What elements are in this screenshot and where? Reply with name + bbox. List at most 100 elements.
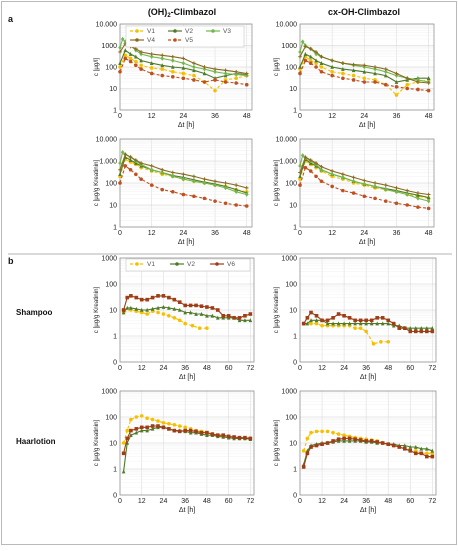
legend-marker: [135, 29, 139, 33]
chart-b2: 0 12 24 36 48 60 72 0 1 10 100 1000 c [µg/g Kreatini…: [273, 256, 437, 381]
data-point: [426, 198, 431, 204]
data-point: [243, 318, 247, 323]
data-point: [125, 428, 130, 433]
data-point: [303, 165, 308, 170]
y-axis-label: c [µg/g Kreatinin]: [273, 286, 280, 333]
y-tick-label: 1: [293, 225, 297, 232]
legend-a: V1 V2 V3 V4 V5: [125, 25, 245, 48]
x-tick-label: 0: [298, 230, 302, 237]
data-point: [402, 443, 407, 448]
data-point: [221, 313, 226, 318]
data-point: [351, 78, 356, 82]
x-tick-label: 36: [393, 113, 401, 120]
panel-label-b: b: [8, 256, 14, 266]
y-axis-label: c [µg/g Kreatinin]: [93, 419, 100, 466]
data-point: [177, 429, 182, 434]
x-tick-label: 36: [211, 230, 219, 237]
data-point: [125, 436, 130, 441]
data-point: [167, 305, 171, 310]
data-point: [149, 183, 154, 187]
row-label-shampoo: Shampoo: [16, 308, 53, 317]
data-point: [391, 323, 396, 328]
x-tick-label: 12: [328, 113, 336, 120]
data-point: [408, 444, 413, 449]
data-point: [128, 51, 133, 56]
data-point: [325, 441, 330, 445]
data-point: [408, 329, 413, 334]
data-point: [373, 80, 377, 84]
y-tick-label: 0: [293, 360, 297, 367]
data-point: [330, 171, 334, 177]
data-point: [336, 312, 341, 316]
data-point: [172, 297, 177, 302]
data-point: [190, 323, 195, 328]
data-point: [156, 419, 160, 423]
data-point: [118, 65, 122, 69]
data-point: [118, 45, 122, 50]
data-point: [172, 428, 177, 433]
data-point: [353, 437, 357, 442]
y-tick-label: 1000: [281, 256, 297, 263]
data-point: [383, 199, 388, 203]
data-point: [237, 316, 242, 320]
data-point: [383, 73, 388, 78]
data-point: [351, 178, 356, 184]
data-point: [383, 187, 388, 192]
data-point: [237, 318, 242, 323]
y-axis-label: c [µg/l]: [273, 58, 280, 77]
data-point: [301, 321, 306, 326]
data-point: [430, 325, 435, 330]
data-point: [129, 294, 133, 298]
data-point: [301, 449, 306, 453]
data-point: [150, 306, 155, 311]
data-point: [347, 316, 352, 320]
chart-a4: 0 12 24 36 48 1 10 100 1.000 10.000 c [µg/g Kreati…: [273, 137, 435, 246]
data-point: [192, 78, 196, 82]
data-point: [347, 438, 352, 443]
series-V4: [118, 152, 249, 190]
data-point: [128, 59, 133, 64]
data-point: [416, 87, 420, 92]
legend-b: V1 V2 V6: [125, 258, 251, 272]
data-point: [156, 294, 160, 298]
data-point: [234, 203, 238, 207]
data-point: [330, 73, 334, 78]
data-point: [134, 430, 139, 435]
data-point: [309, 318, 313, 323]
y-tick-label: 10: [289, 203, 297, 210]
data-point: [353, 318, 357, 323]
data-point: [121, 308, 126, 312]
data-point: [160, 56, 165, 61]
data-point: [375, 316, 379, 320]
data-point: [371, 342, 376, 346]
data-point: [134, 415, 139, 419]
data-point: [145, 416, 149, 420]
y-tick-label: 10: [109, 441, 117, 448]
data-point: [167, 313, 171, 318]
data-point: [139, 297, 144, 302]
column-title-left: (OH)2-Climbazol: [148, 7, 216, 19]
series-line: [119, 158, 247, 193]
data-point: [379, 339, 383, 344]
series-V5: [298, 58, 431, 93]
data-point: [194, 429, 198, 434]
data-point: [298, 174, 302, 179]
x-tick-label: 72: [246, 498, 254, 505]
data-point: [380, 441, 385, 445]
data-point: [305, 316, 310, 320]
x-tick-label: 24: [179, 230, 187, 237]
data-point: [199, 304, 204, 309]
data-point: [373, 71, 377, 76]
data-point: [129, 417, 133, 422]
data-point: [325, 318, 330, 323]
data-point: [386, 339, 391, 344]
data-point: [149, 71, 154, 76]
x-tick-label: 24: [340, 365, 348, 372]
data-point: [149, 167, 154, 173]
data-point: [161, 304, 166, 309]
data-point: [369, 321, 374, 326]
data-point: [125, 295, 130, 300]
data-point: [298, 71, 302, 76]
data-point: [210, 432, 215, 436]
data-point: [134, 295, 139, 300]
